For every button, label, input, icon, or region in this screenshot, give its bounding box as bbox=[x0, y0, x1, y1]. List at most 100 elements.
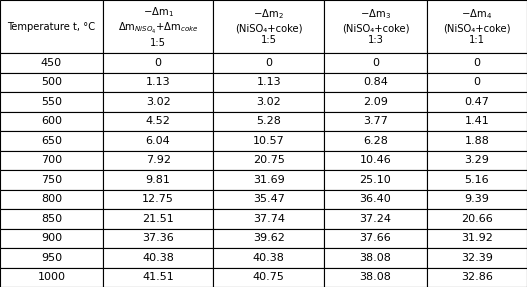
Text: 9.39: 9.39 bbox=[464, 194, 490, 204]
Bar bbox=[0, 53, 103, 73]
Bar bbox=[103, 0, 213, 53]
Text: 0.84: 0.84 bbox=[363, 77, 388, 87]
Bar bbox=[324, 248, 427, 267]
Bar bbox=[427, 170, 527, 189]
Text: 32.86: 32.86 bbox=[461, 272, 493, 282]
Text: 0: 0 bbox=[473, 77, 481, 87]
Text: 37.74: 37.74 bbox=[253, 214, 285, 224]
Text: 3.02: 3.02 bbox=[257, 97, 281, 107]
Bar bbox=[213, 209, 324, 228]
Text: 31.69: 31.69 bbox=[253, 175, 285, 185]
Bar bbox=[324, 0, 427, 53]
Text: 850: 850 bbox=[41, 214, 62, 224]
Bar bbox=[427, 73, 527, 92]
Text: 1.41: 1.41 bbox=[465, 116, 489, 126]
Text: 31.92: 31.92 bbox=[461, 233, 493, 243]
Text: $-\Delta$m$_4$
(NiSO₄+coke)
1:1: $-\Delta$m$_4$ (NiSO₄+coke) 1:1 bbox=[443, 8, 511, 45]
Text: 37.66: 37.66 bbox=[359, 233, 392, 243]
Text: 32.39: 32.39 bbox=[461, 253, 493, 263]
Bar bbox=[0, 73, 103, 92]
Text: 5.16: 5.16 bbox=[465, 175, 489, 185]
Text: 5.28: 5.28 bbox=[256, 116, 281, 126]
Bar bbox=[427, 248, 527, 267]
Bar bbox=[427, 267, 527, 287]
Text: 37.36: 37.36 bbox=[142, 233, 174, 243]
Bar bbox=[324, 92, 427, 112]
Text: 20.66: 20.66 bbox=[461, 214, 493, 224]
Bar bbox=[103, 170, 213, 189]
Text: 3.77: 3.77 bbox=[363, 116, 388, 126]
Bar bbox=[324, 170, 427, 189]
Text: 3.29: 3.29 bbox=[464, 155, 490, 165]
Bar bbox=[427, 151, 527, 170]
Text: 1.13: 1.13 bbox=[257, 77, 281, 87]
Bar bbox=[213, 151, 324, 170]
Text: 38.08: 38.08 bbox=[359, 253, 392, 263]
Bar bbox=[324, 53, 427, 73]
Bar bbox=[0, 189, 103, 209]
Text: 41.51: 41.51 bbox=[142, 272, 174, 282]
Bar bbox=[213, 189, 324, 209]
Text: 1000: 1000 bbox=[37, 272, 65, 282]
Text: 1.88: 1.88 bbox=[464, 136, 490, 146]
Bar bbox=[427, 131, 527, 151]
Bar bbox=[103, 53, 213, 73]
Bar bbox=[103, 151, 213, 170]
Bar bbox=[427, 112, 527, 131]
Bar bbox=[427, 53, 527, 73]
Bar bbox=[213, 228, 324, 248]
Bar bbox=[0, 170, 103, 189]
Bar bbox=[324, 189, 427, 209]
Bar bbox=[324, 267, 427, 287]
Text: 37.24: 37.24 bbox=[359, 214, 392, 224]
Bar bbox=[0, 131, 103, 151]
Bar bbox=[0, 0, 103, 53]
Text: 0: 0 bbox=[154, 58, 162, 68]
Text: 500: 500 bbox=[41, 77, 62, 87]
Text: 21.51: 21.51 bbox=[142, 214, 174, 224]
Text: 4.52: 4.52 bbox=[145, 116, 171, 126]
Text: 0.47: 0.47 bbox=[464, 97, 490, 107]
Text: 10.57: 10.57 bbox=[253, 136, 285, 146]
Text: 750: 750 bbox=[41, 175, 62, 185]
Bar bbox=[103, 248, 213, 267]
Text: Temperature t, °C: Temperature t, °C bbox=[7, 22, 95, 32]
Bar bbox=[213, 92, 324, 112]
Bar bbox=[213, 170, 324, 189]
Text: $-\Delta$m$_2$
(NiSO₄+coke)
1:5: $-\Delta$m$_2$ (NiSO₄+coke) 1:5 bbox=[235, 8, 302, 45]
Bar bbox=[213, 112, 324, 131]
Text: $-\Delta$m$_1$
$\Delta$m$_{NiSO_4}$+$\Delta$m$_{coke}$
1:5: $-\Delta$m$_1$ $\Delta$m$_{NiSO_4}$+$\De… bbox=[118, 5, 199, 48]
Bar bbox=[103, 209, 213, 228]
Text: 0: 0 bbox=[372, 58, 379, 68]
Bar bbox=[427, 92, 527, 112]
Text: 650: 650 bbox=[41, 136, 62, 146]
Text: 36.40: 36.40 bbox=[359, 194, 392, 204]
Bar bbox=[103, 189, 213, 209]
Bar bbox=[0, 92, 103, 112]
Text: 800: 800 bbox=[41, 194, 62, 204]
Text: 950: 950 bbox=[41, 253, 62, 263]
Bar bbox=[427, 0, 527, 53]
Bar bbox=[0, 112, 103, 131]
Bar bbox=[213, 131, 324, 151]
Text: 38.08: 38.08 bbox=[359, 272, 392, 282]
Bar bbox=[213, 0, 324, 53]
Bar bbox=[427, 189, 527, 209]
Text: 12.75: 12.75 bbox=[142, 194, 174, 204]
Text: 6.28: 6.28 bbox=[363, 136, 388, 146]
Bar bbox=[103, 228, 213, 248]
Bar bbox=[324, 151, 427, 170]
Bar bbox=[427, 228, 527, 248]
Text: 700: 700 bbox=[41, 155, 62, 165]
Bar bbox=[324, 209, 427, 228]
Bar bbox=[0, 209, 103, 228]
Text: 25.10: 25.10 bbox=[359, 175, 392, 185]
Text: 35.47: 35.47 bbox=[253, 194, 285, 204]
Text: 40.75: 40.75 bbox=[253, 272, 285, 282]
Bar bbox=[103, 92, 213, 112]
Bar bbox=[103, 73, 213, 92]
Text: 0: 0 bbox=[265, 58, 272, 68]
Bar bbox=[213, 53, 324, 73]
Text: 450: 450 bbox=[41, 58, 62, 68]
Bar bbox=[213, 267, 324, 287]
